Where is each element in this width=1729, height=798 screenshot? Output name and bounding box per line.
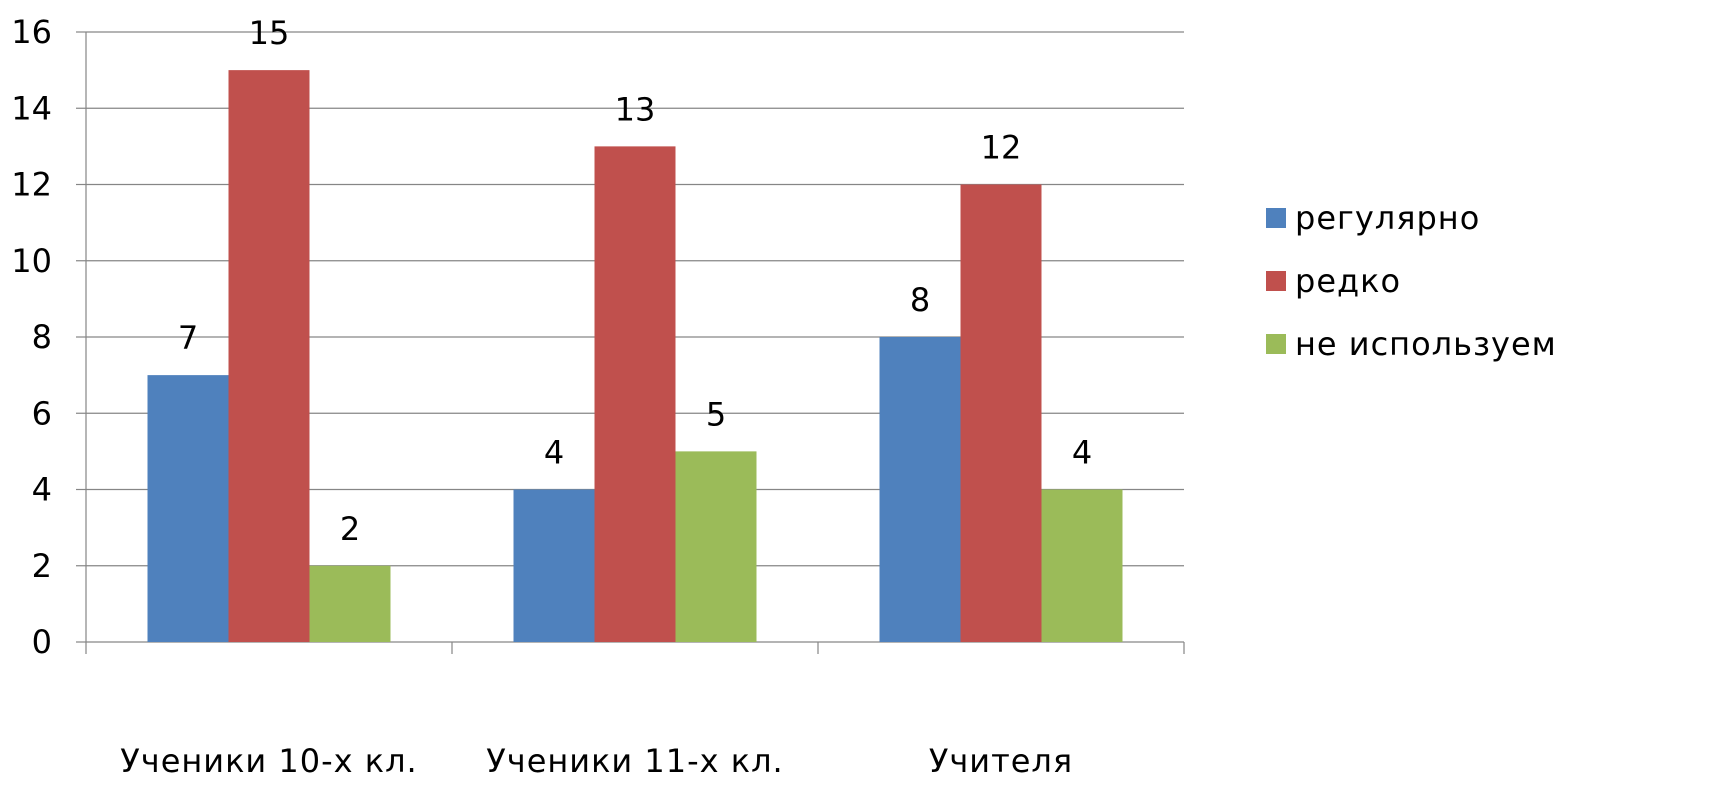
bar-2-1 <box>228 70 310 642</box>
bar-1-2 <box>513 489 595 642</box>
legend: регулярно редко не используем <box>1266 199 1557 363</box>
legend-label: редко <box>1295 262 1401 300</box>
bar-3-1 <box>309 565 391 642</box>
y-axis: 0 2 4 6 8 10 12 14 16 <box>11 13 87 661</box>
legend-label: не используем <box>1295 325 1557 363</box>
y-tick-label: 12 <box>11 166 52 204</box>
y-tick-label: 0 <box>32 623 52 661</box>
data-labels: 7 4 8 15 13 12 2 5 4 <box>178 14 1092 548</box>
y-tick-label: 10 <box>11 242 52 280</box>
bar-1-1 <box>147 375 229 642</box>
bar-3-2 <box>675 451 757 642</box>
y-tick-label: 4 <box>32 471 52 509</box>
y-tick-label: 8 <box>32 318 52 356</box>
bar-2-3 <box>960 184 1042 642</box>
category-label: Учителя <box>929 742 1073 780</box>
data-label: 4 <box>544 434 564 472</box>
data-label: 12 <box>981 129 1022 167</box>
bars <box>147 70 1123 642</box>
data-label: 13 <box>615 90 656 128</box>
legend-swatch <box>1266 334 1286 354</box>
bar-1-3 <box>879 337 961 642</box>
y-tick-label: 16 <box>11 13 52 51</box>
category-label: Ученики 10-х кл. <box>120 742 417 780</box>
y-tick-label: 6 <box>32 394 52 432</box>
y-tick-label: 2 <box>32 547 52 585</box>
data-label: 15 <box>249 14 290 52</box>
data-label: 4 <box>1072 434 1092 472</box>
y-tick-label: 14 <box>11 89 52 127</box>
data-label: 7 <box>178 319 198 357</box>
x-axis: Ученики 10-х кл. Ученики 11-х кл. Учителя <box>85 641 1185 780</box>
legend-label: регулярно <box>1295 199 1480 237</box>
category-label: Ученики 11-х кл. <box>486 742 783 780</box>
legend-swatch <box>1266 271 1286 291</box>
data-label: 8 <box>910 281 930 319</box>
data-label: 5 <box>706 395 726 433</box>
bar-2-2 <box>594 146 676 642</box>
data-label: 2 <box>340 510 360 548</box>
bar-3-3 <box>1041 489 1123 642</box>
legend-swatch <box>1266 208 1286 228</box>
